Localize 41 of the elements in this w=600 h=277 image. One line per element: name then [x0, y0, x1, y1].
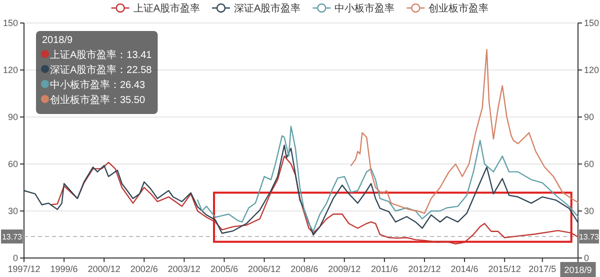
y-tick-label: 150 [2, 18, 18, 28]
ref-line-label: 13.73 [578, 232, 600, 242]
x-tick-label: 2008/6 [290, 264, 318, 274]
legend-label: 上证A股市盈率 [133, 2, 200, 14]
text: 13.73 [2, 232, 22, 242]
x-tick-label: 2018/9 [564, 265, 592, 275]
legend-label: 深证A股市盈率 [234, 2, 301, 14]
x-tick-label: 2005/6 [210, 264, 238, 274]
x-tick-label: 1997/12 [8, 264, 40, 274]
legend-label: 中小板市盈率 [334, 2, 395, 14]
x-tick-label: 2014/6 [450, 264, 478, 274]
y-tick-label: 30 [8, 206, 18, 216]
legend-label: 创业板市盈率 [428, 2, 489, 14]
x-tick-label: 2002/6 [130, 264, 158, 274]
x-tick-label: 2003/12 [168, 264, 200, 274]
annotation: 2018/9 [42, 35, 74, 46]
y-tick-label: 60 [8, 159, 18, 169]
line-series [23, 144, 579, 236]
annotation: 创业板市盈率：35.50 [50, 94, 146, 106]
x-tick-label: 2017/5 [528, 264, 556, 274]
annotation: 中小板市盈率：26.43 [50, 79, 146, 91]
y2-tick-label: 150 [584, 18, 600, 28]
y-tick-label: 90 [8, 112, 18, 122]
y2-tick-label: 30 [584, 206, 594, 216]
line-series [196, 126, 579, 232]
y-tick-label: 0 [12, 253, 18, 263]
y-tick-label: 120 [2, 65, 18, 75]
x-tick-label: 2015/12 [488, 264, 521, 274]
x-tick-label: 2011/6 [371, 264, 398, 274]
y2-tick-label: 0 [584, 253, 590, 263]
line-series [350, 49, 579, 214]
annotation: 深证A股市盈率：22.58 [50, 64, 152, 76]
x-tick-label: 2006/12 [248, 264, 281, 274]
annotation: 上证A股市盈率：13.41 [50, 49, 152, 61]
x-tick-label: 2012/12 [408, 264, 441, 274]
y2-tick-label: 120 [584, 65, 600, 75]
y2-tick-label: 90 [584, 112, 594, 122]
y2-tick-label: 60 [584, 159, 594, 169]
x-tick-label: 2009/12 [328, 264, 361, 274]
x-tick-label: 2000/12 [88, 264, 120, 274]
x-tick-label: 1999/6 [50, 264, 78, 274]
